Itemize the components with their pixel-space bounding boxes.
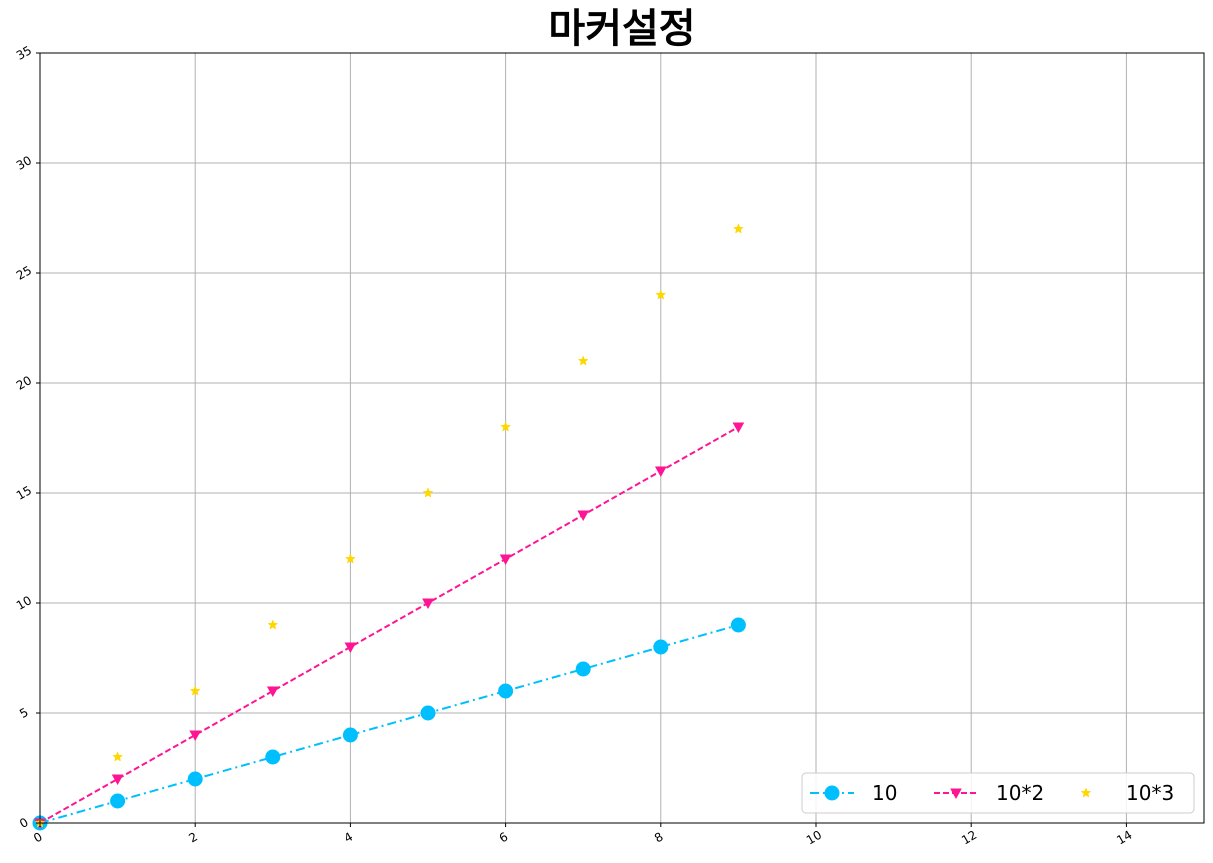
data-point xyxy=(342,727,358,743)
data-point xyxy=(499,554,512,566)
data-point xyxy=(500,421,511,432)
legend-item-3: 10*3 xyxy=(1080,781,1174,805)
data-point xyxy=(732,422,745,434)
plot-series xyxy=(32,223,746,831)
x-tick-label: 10 xyxy=(804,828,824,848)
data-point xyxy=(498,683,514,699)
legend-label: 10*3 xyxy=(1126,781,1174,805)
chart-title: 마커설정 xyxy=(548,6,695,52)
series-1 xyxy=(32,617,746,831)
data-point xyxy=(189,730,202,742)
legend-item-2: 10*2 xyxy=(934,781,1044,805)
legend: 10 10*2 10*3 xyxy=(801,772,1195,814)
data-point xyxy=(733,223,744,234)
legend-marker xyxy=(950,788,962,800)
y-tick-label: 35 xyxy=(14,43,34,63)
y-tick-label: 20 xyxy=(14,373,34,393)
y-tick-label: 0 xyxy=(17,815,31,831)
data-point xyxy=(344,642,357,654)
legend-label: 10*2 xyxy=(996,781,1044,805)
y-tick-label: 5 xyxy=(17,705,31,721)
y-tick-label: 10 xyxy=(14,593,34,613)
data-point xyxy=(267,619,279,630)
data-point xyxy=(654,466,667,478)
axis-ticks: 0 2 4 6 8 10 12 14 0 5 10 15 20 25 30 35 xyxy=(14,43,1135,847)
plot-frame xyxy=(39,52,1205,824)
x-tick-label: 4 xyxy=(342,830,356,846)
legend-marker xyxy=(1080,787,1092,798)
x-tick-label: 0 xyxy=(31,830,45,846)
data-point xyxy=(655,289,667,300)
legend-label: 10 xyxy=(872,781,897,805)
data-point xyxy=(730,617,746,633)
data-point xyxy=(112,751,123,762)
data-point xyxy=(111,774,124,786)
data-point xyxy=(422,487,434,498)
y-tick-label: 30 xyxy=(14,153,34,173)
legend-item-1: 10 xyxy=(810,781,897,805)
x-tick-label: 8 xyxy=(652,830,666,846)
data-point xyxy=(422,598,434,610)
y-tick-label: 25 xyxy=(14,263,34,283)
data-point xyxy=(577,355,589,366)
data-point xyxy=(187,771,203,787)
data-point xyxy=(266,686,279,698)
series-3 xyxy=(34,223,744,828)
series-2 xyxy=(34,422,745,830)
data-point xyxy=(345,553,356,564)
data-point xyxy=(110,793,126,809)
data-point xyxy=(653,639,669,655)
grid-lines xyxy=(39,52,1204,824)
legend-marker xyxy=(824,785,840,801)
x-tick-label: 6 xyxy=(497,830,511,846)
data-point xyxy=(577,510,590,522)
series-line xyxy=(39,624,739,824)
series-line xyxy=(39,426,739,824)
data-point xyxy=(420,705,436,721)
y-tick-label: 15 xyxy=(14,483,34,503)
data-point xyxy=(265,749,281,765)
legend-box xyxy=(801,772,1195,814)
x-tick-label: 2 xyxy=(186,830,200,846)
x-tick-label: 12 xyxy=(959,828,979,848)
data-point xyxy=(189,685,201,696)
x-tick-label: 14 xyxy=(1114,828,1134,848)
data-point xyxy=(575,661,591,677)
